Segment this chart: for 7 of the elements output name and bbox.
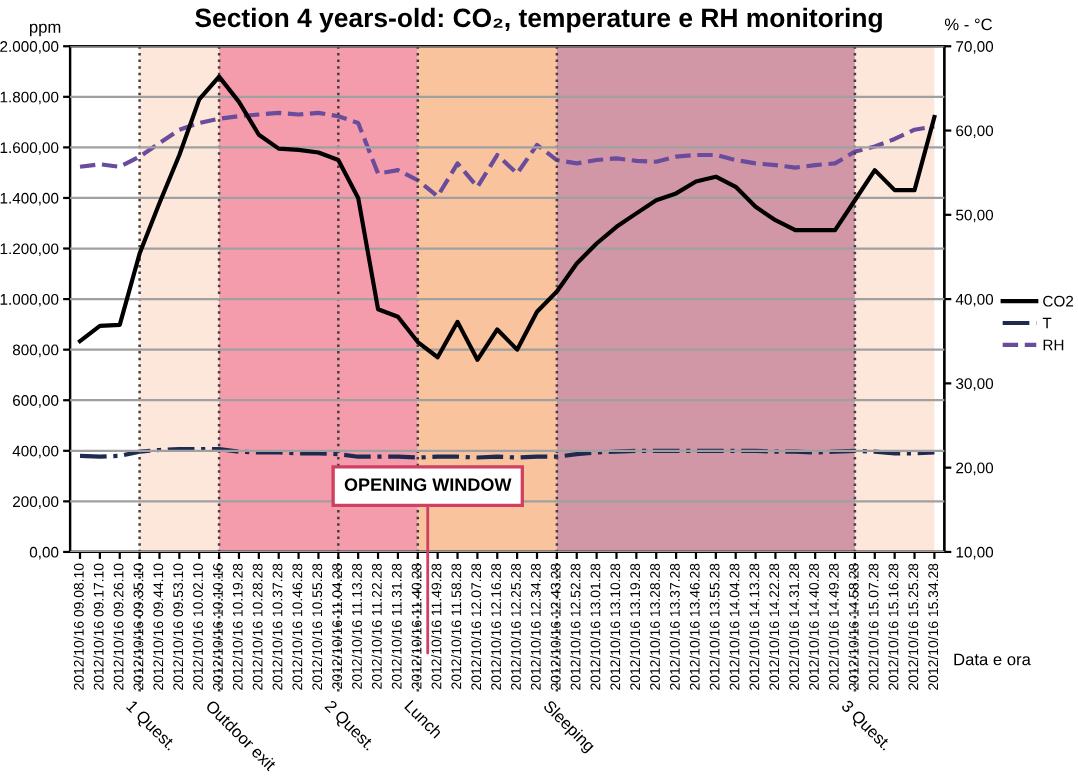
annotation: OPENING WINDOW xyxy=(344,478,512,492)
line-series xyxy=(77,74,937,362)
chart-title: Section 4 years-old: CO₂, temperature e RH monitoring xyxy=(195,7,882,33)
x-axis-title: Data e ora xyxy=(954,653,1031,666)
y-axis-title: ppm xyxy=(29,23,61,37)
line-series xyxy=(77,110,937,199)
y2-axis-title: % - °C xyxy=(944,18,993,31)
